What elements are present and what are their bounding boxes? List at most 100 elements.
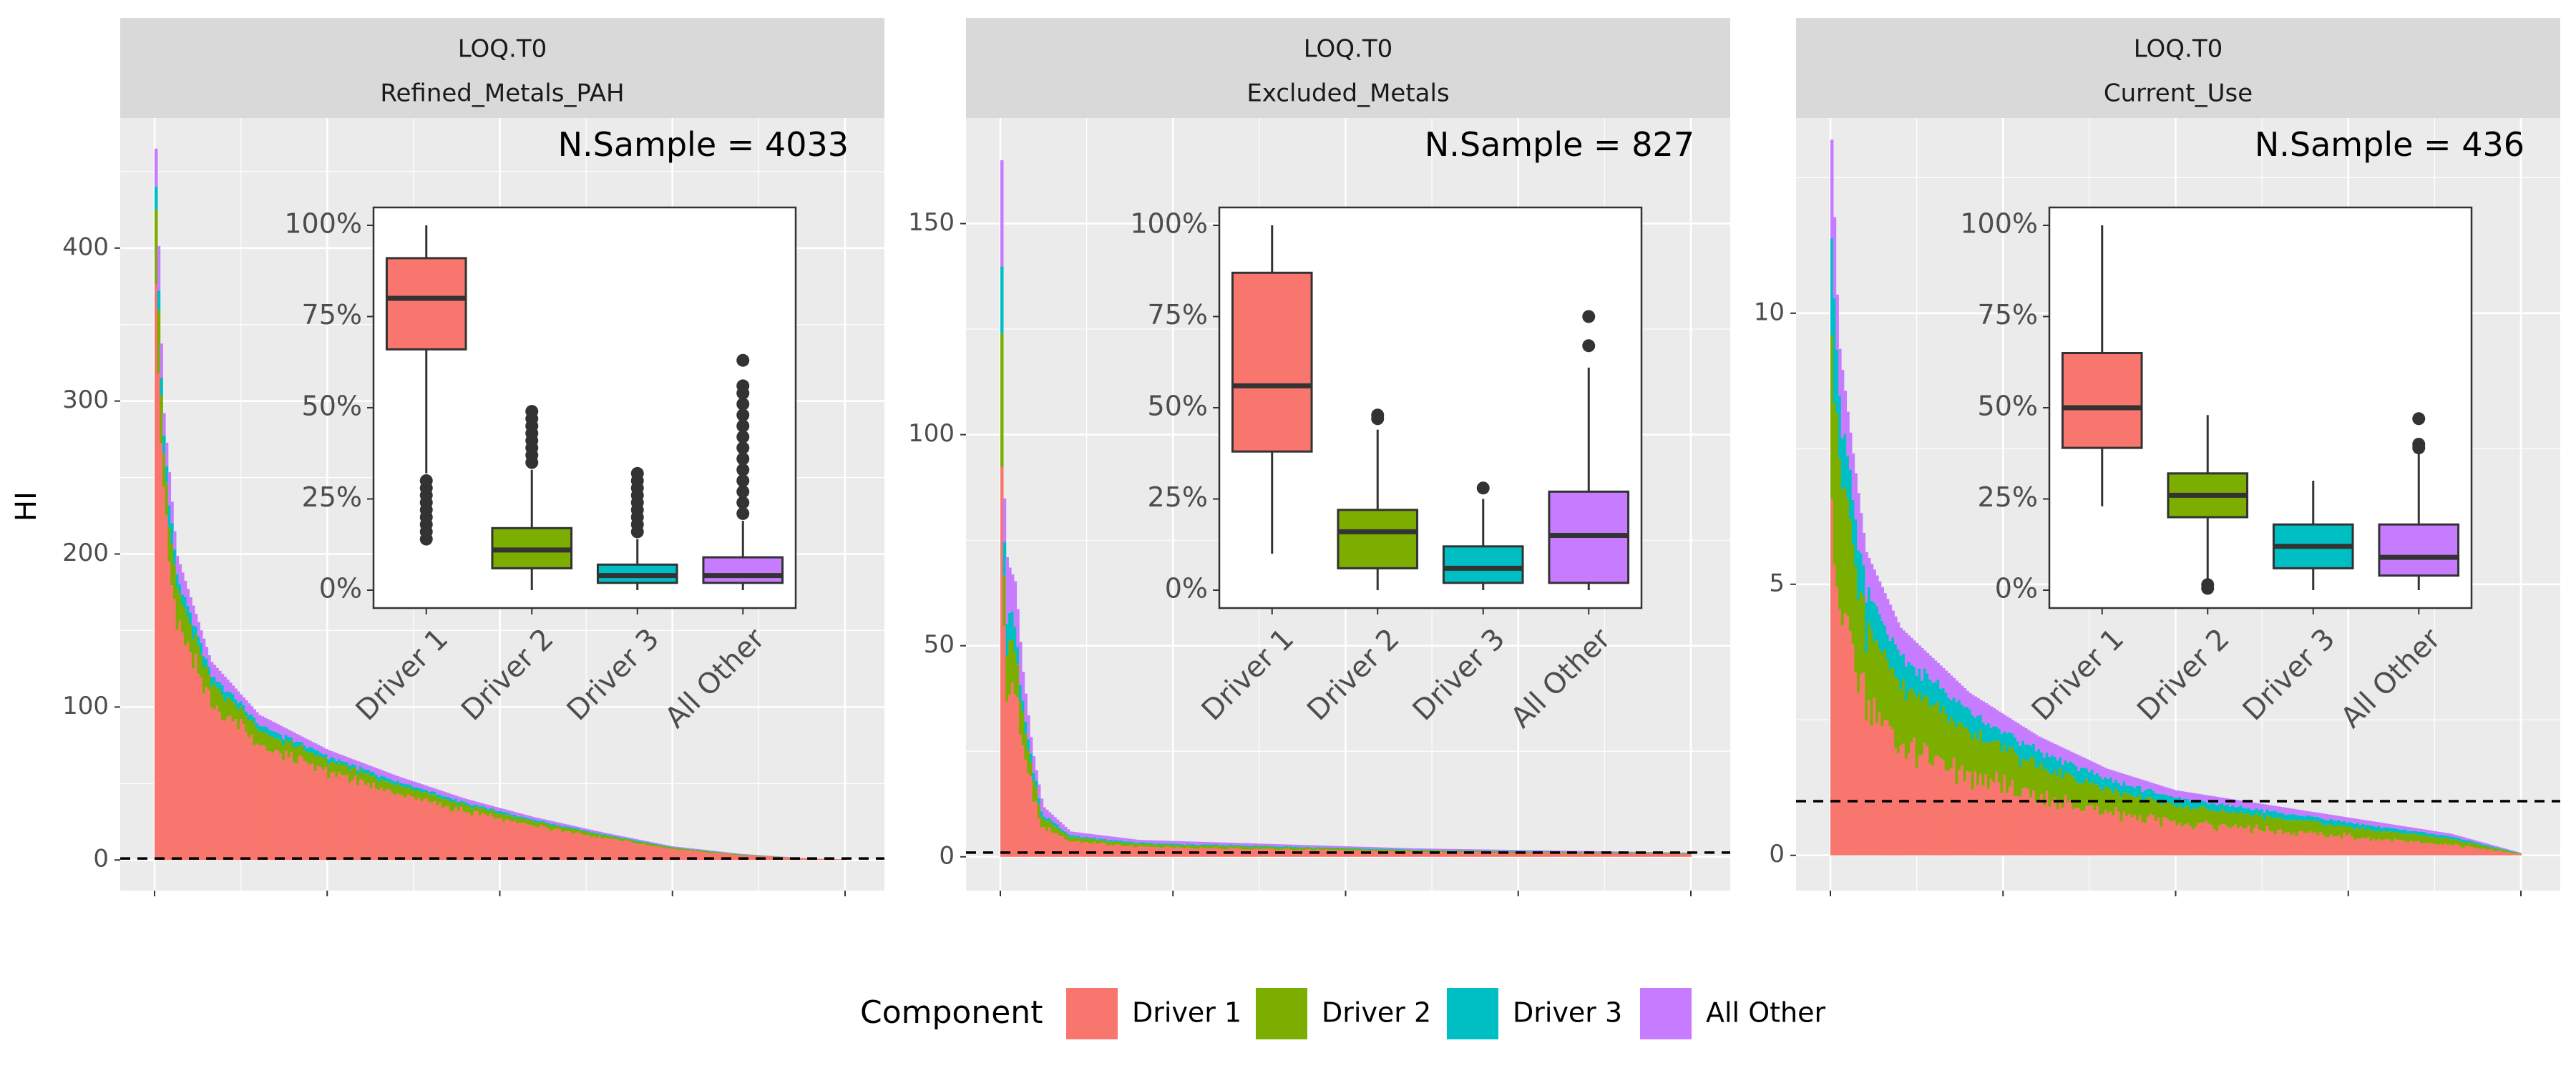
area-segment-2: [263, 726, 267, 733]
area-segment-3: [1950, 675, 1953, 701]
area-segment-3: [301, 736, 304, 743]
area-segment-0: [2273, 833, 2278, 856]
area-segment-1: [2391, 832, 2394, 842]
area-segment-2: [653, 843, 658, 845]
area-segment-2: [1393, 849, 1397, 851]
area-segment-1: [1526, 851, 1530, 853]
area-segment-2: [2079, 768, 2084, 783]
area-segment-0: [2457, 844, 2461, 856]
area-segment-0: [558, 828, 562, 861]
area-segment-0: [2255, 824, 2259, 856]
area-segment-1: [2316, 822, 2320, 836]
area-segment-0: [728, 853, 732, 861]
area-segment-0: [1372, 851, 1376, 857]
area-segment-3: [2143, 780, 2147, 790]
area-segment-0: [170, 585, 174, 861]
area-segment-1: [287, 742, 291, 758]
area-segment-0: [276, 750, 280, 861]
area-segment-1: [364, 774, 368, 785]
area-segment-0: [1074, 841, 1078, 857]
area-segment-3: [1480, 849, 1485, 851]
area-segment-2: [2077, 770, 2081, 784]
area-segment-0: [585, 835, 588, 861]
area-segment-3: [2515, 851, 2519, 853]
area-segment-2: [1375, 848, 1378, 850]
area-segment-2: [1423, 850, 1426, 851]
area-segment-1: [675, 848, 678, 849]
area-segment-3: [1045, 809, 1049, 818]
area-segment-0: [1138, 846, 1142, 857]
area-segment-2: [441, 795, 445, 800]
area-segment-0: [260, 745, 264, 861]
area-segment-2: [1080, 837, 1083, 839]
area-segment-1: [2162, 800, 2166, 817]
area-segment-1: [614, 837, 618, 840]
area-segment-1: [2273, 817, 2278, 834]
area-segment-3: [1125, 838, 1128, 842]
area-segment-1: [1111, 841, 1116, 846]
area-segment-0: [2104, 810, 2107, 856]
area-segment-3: [2486, 843, 2490, 846]
area-segment-2: [1367, 848, 1370, 850]
area-segment-0: [2441, 844, 2445, 856]
area-segment-0: [1526, 853, 1530, 857]
area-segment-1: [1263, 846, 1267, 849]
area-segment-2: [1324, 847, 1328, 848]
area-segment-1: [1387, 849, 1392, 851]
area-segment-1: [1074, 837, 1078, 842]
area-segment-2: [1851, 499, 1855, 545]
area-segment-2: [335, 760, 338, 765]
area-segment-0: [2205, 820, 2208, 856]
area-segment-1: [2167, 803, 2171, 820]
box-driver-3: [596, 466, 678, 590]
area-segment-2: [534, 820, 538, 823]
area-segment-2: [2499, 848, 2503, 850]
area-segment-1: [2258, 815, 2262, 830]
area-segment-1: [2143, 799, 2147, 823]
area-segment-0: [627, 841, 631, 861]
area-segment-3: [2072, 753, 2076, 764]
area-segment-3: [486, 805, 490, 809]
area-segment-1: [2346, 827, 2349, 836]
area-segment-3: [321, 747, 326, 755]
area-segment-0: [1640, 853, 1644, 857]
area-segment-3: [698, 849, 703, 851]
area-segment-1: [231, 702, 235, 722]
area-segment-1: [321, 758, 326, 770]
area-segment-0: [2082, 810, 2087, 856]
area-segment-1: [167, 526, 172, 562]
area-segment-0: [1165, 846, 1169, 857]
area-segment-0: [2318, 832, 2323, 856]
area-segment-3: [1018, 642, 1023, 685]
area-segment-2: [1136, 843, 1139, 845]
area-segment-0: [1566, 853, 1570, 857]
area-segment-3: [1103, 836, 1108, 839]
area-segment-1: [1202, 845, 1206, 848]
area-segment-1: [1902, 679, 1906, 744]
area-segment-2: [2119, 785, 2124, 798]
area-segment-3: [2037, 736, 2041, 749]
area-segment-0: [672, 849, 676, 861]
area-segment-3: [1614, 851, 1617, 853]
area-segment-0: [1875, 722, 1879, 856]
area-segment-0: [1997, 782, 2001, 856]
area-segment-2: [667, 846, 670, 847]
area-segment-0: [237, 729, 240, 861]
area-segment-2: [1544, 851, 1548, 852]
area-segment-3: [2016, 722, 2020, 742]
area-segment-2: [260, 726, 264, 731]
area-segment-3: [582, 828, 586, 830]
area-segment-1: [2265, 815, 2270, 826]
area-segment-0: [2494, 851, 2498, 856]
area-segment-3: [1367, 847, 1370, 849]
area-segment-0: [504, 819, 509, 861]
area-segment-1: [1561, 852, 1564, 853]
box-driver-1: [2061, 225, 2143, 506]
area-segment-1: [1960, 723, 1964, 765]
area-segment-3: [287, 730, 291, 737]
area-segment-3: [406, 779, 411, 785]
area-segment-0: [414, 800, 419, 861]
outlier-point: [736, 485, 750, 499]
area-segment-3: [1441, 848, 1445, 851]
area-segment-0: [1002, 625, 1007, 857]
